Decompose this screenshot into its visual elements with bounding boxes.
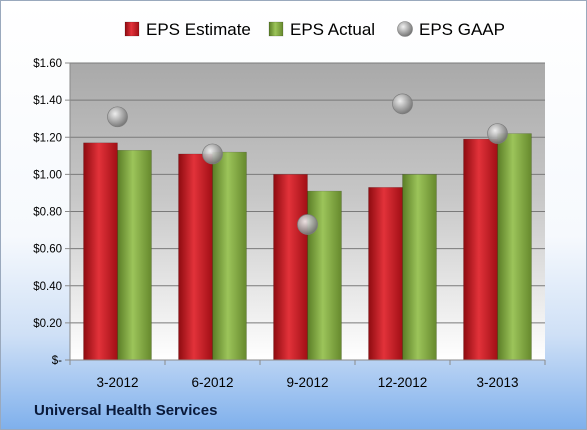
y-tick-label: $0.20 <box>33 318 62 330</box>
y-tick-label: $1.40 <box>33 95 62 107</box>
actual-bar-3-2012 <box>117 149 152 361</box>
gaap-points <box>107 93 508 235</box>
y-tick-label: $1.60 <box>33 58 62 70</box>
estimate-bar-9-2012 <box>273 174 308 361</box>
y-tick-label: $0.80 <box>33 207 62 219</box>
x-tick-label: 12-2012 <box>378 375 428 390</box>
bars <box>83 133 532 361</box>
legend-swatch <box>124 21 140 37</box>
actual-bar-3-2013 <box>497 133 532 361</box>
legend-label: EPS Estimate <box>146 20 251 39</box>
legend-label: EPS Actual <box>290 20 375 39</box>
estimate-bar-3-2013 <box>463 138 498 361</box>
y-tick-label: $- <box>52 355 62 367</box>
x-tick-label: 3-2012 <box>96 375 138 390</box>
y-tick-label: $1.00 <box>33 169 62 181</box>
actual-bar-6-2012 <box>212 151 247 361</box>
gaap-point-12-2012 <box>392 93 413 115</box>
gaap-point-6-2012 <box>202 143 223 165</box>
company-name: Universal Health Services <box>34 402 218 419</box>
y-tick-label: $0.40 <box>33 281 62 293</box>
gaap-point-9-2012 <box>297 214 318 235</box>
legend-label: EPS GAAP <box>419 20 505 39</box>
x-tick-label: 9-2012 <box>286 375 328 390</box>
y-tick-label: $0.60 <box>33 244 62 256</box>
estimate-bar-12-2012 <box>368 187 403 361</box>
legend-swatch <box>397 21 413 37</box>
legend-item-eps-estimate: EPS Estimate <box>124 20 251 39</box>
legend-item-eps-gaap: EPS GAAP <box>397 20 505 39</box>
estimate-bar-6-2012 <box>178 153 213 361</box>
legend: EPS Estimate EPS Actual EPS GAAP <box>124 20 505 39</box>
gaap-point-3-2012 <box>107 106 128 128</box>
actual-bar-12-2012 <box>402 174 437 361</box>
gaap-point-3-2013 <box>487 123 508 144</box>
x-tick-label: 6-2012 <box>191 375 233 390</box>
legend-item-eps-actual: EPS Actual <box>268 20 375 39</box>
estimate-bar-3-2012 <box>83 142 118 361</box>
x-tick-label: 3-2013 <box>476 375 518 390</box>
axes: $- $0.20 $0.40 $0.60 $0.80 $1.00 $1.20 $1.40 $1.… <box>33 58 546 390</box>
legend-swatch <box>268 21 284 37</box>
y-tick-label: $1.20 <box>33 132 62 144</box>
